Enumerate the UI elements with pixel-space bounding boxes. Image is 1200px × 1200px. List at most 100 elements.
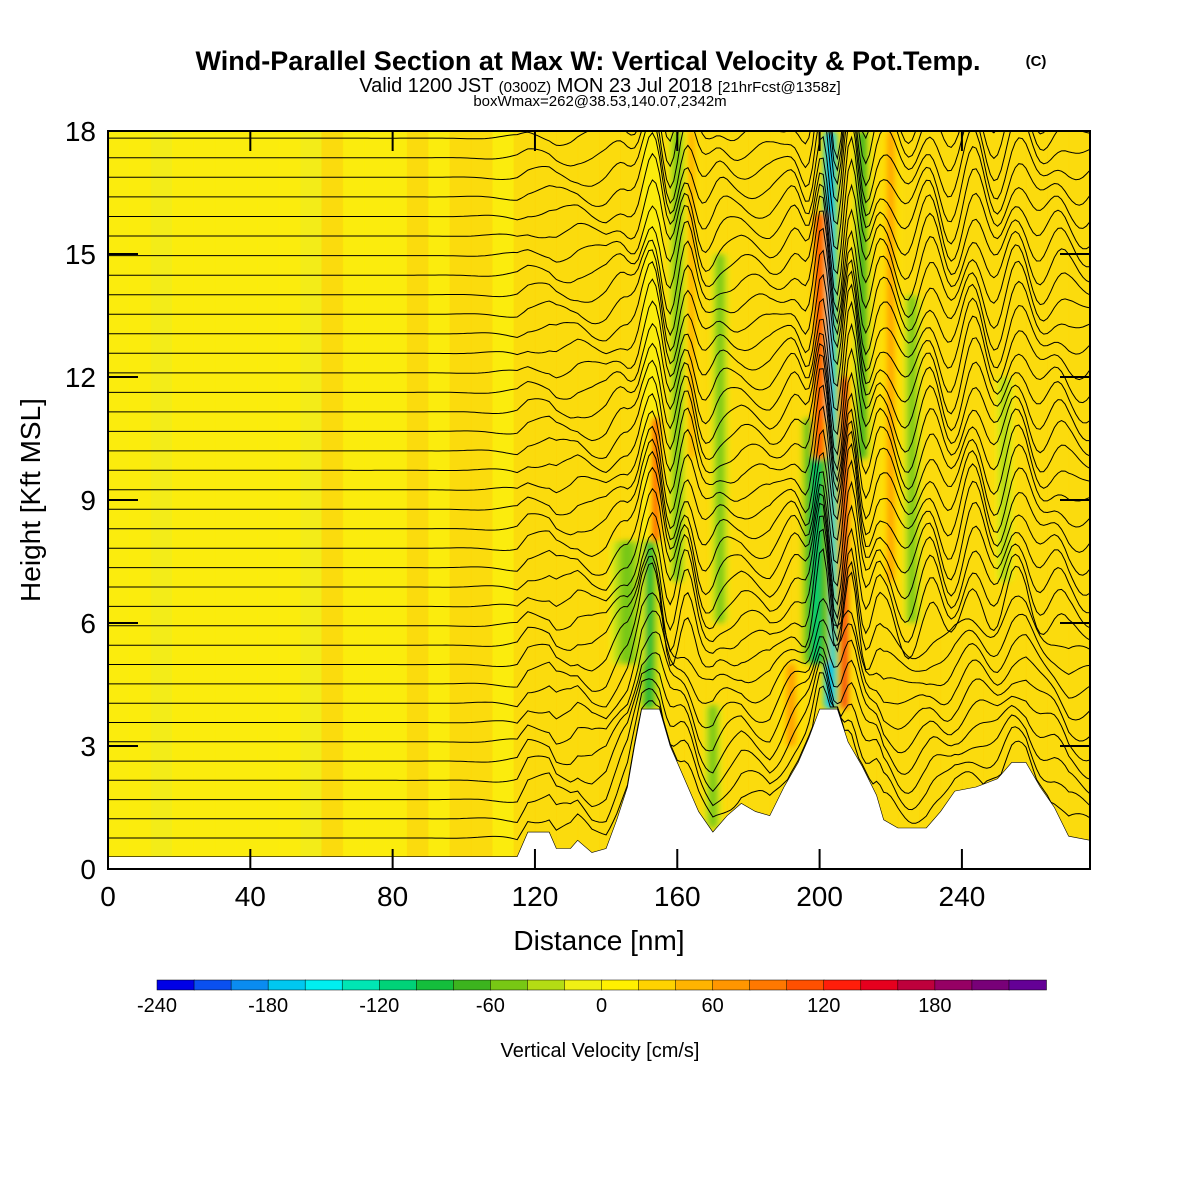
colorbar-swatch: [749, 979, 788, 991]
colorbar: -240 -180 -120 -60 0 60 120 180 Vertical Veloci…: [137, 979, 1047, 1062]
colorbar-swatch: [860, 979, 899, 991]
background-stripe: [556, 131, 579, 869]
background-stripe: [470, 131, 493, 869]
theta-contour: [108, 183, 1090, 297]
theta-contour: [108, 480, 1090, 600]
x-tick-label: 0: [100, 881, 116, 912]
x-tick-label: 160: [654, 881, 701, 912]
colorbar-label: 0: [596, 995, 607, 1017]
background-stripe: [150, 131, 173, 869]
background-stripe: [919, 131, 942, 869]
theta-contour: [108, 653, 1090, 785]
theta-contour: [108, 442, 1090, 560]
y-tick-label: 12: [65, 362, 96, 393]
background-stripe: [406, 131, 429, 869]
y-tick-label: 6: [80, 608, 96, 639]
x-tick-label: 80: [377, 881, 408, 912]
colorbar-label: -180: [248, 995, 288, 1017]
terrain: [108, 708, 1090, 869]
velocity-feature: [1002, 377, 1007, 582]
theta-contour: [108, 131, 1090, 189]
colorbar-swatch: [490, 979, 529, 991]
forecast-date: MON 23 Jul 2018: [557, 75, 713, 97]
chart-title: Wind-Parallel Section at Max W: Vertical…: [196, 46, 981, 76]
x-tick-label: 40: [235, 881, 266, 912]
background-stripe: [769, 131, 792, 869]
colorbar-swatch: [267, 979, 306, 991]
y-tick-label: 3: [80, 731, 96, 762]
colorbar-swatch: [304, 979, 343, 991]
axis-ticks: [107, 130, 1090, 870]
colorbar-label: -240: [137, 995, 177, 1017]
colorbar-swatch: [527, 979, 566, 991]
colorbar-swatches: [156, 979, 1047, 991]
colorbar-swatch: [453, 979, 492, 991]
colorbar-swatch: [897, 979, 936, 991]
background-stripe: [172, 131, 194, 869]
background-stripe: [214, 131, 237, 869]
colorbar-swatch: [416, 979, 455, 991]
background-stripe: [428, 131, 451, 869]
velocity-feature: [675, 131, 679, 582]
forecast-info: [21hrFcst@1358z]: [718, 79, 841, 96]
copyright-mark: (C): [1026, 53, 1047, 70]
theta-contour: [108, 135, 1090, 250]
theta-contour: [108, 548, 1090, 692]
theta-contour: [108, 131, 1090, 205]
background-stripe: [748, 131, 771, 869]
colorbar-title: Vertical Velocity [cm/s]: [501, 1040, 700, 1062]
y-axis-label: Height [Kft MSL]: [15, 398, 46, 602]
theta-contour: [108, 283, 1090, 393]
background-stripe: [342, 131, 365, 869]
theta-contour: [108, 631, 1090, 745]
theta-contour: [108, 210, 1090, 325]
colorbar-swatch: [675, 979, 714, 991]
theta-contour: [108, 227, 1090, 337]
background-stripe: [364, 131, 387, 869]
background-stripe: [278, 131, 301, 869]
colorbar-label: 120: [807, 995, 840, 1017]
velocity-feature: [718, 254, 722, 623]
theta-contour: [108, 368, 1090, 491]
background-stripe: [727, 131, 749, 869]
colorbar-label: -60: [476, 995, 505, 1017]
potential-temperature-contours: [108, 131, 1090, 841]
velocity-feature: [889, 131, 893, 582]
colorbar-label: -120: [359, 995, 399, 1017]
colorbar-label: 60: [702, 995, 724, 1017]
colorbar-swatch: [823, 979, 862, 991]
colorbar-swatch: [564, 979, 603, 991]
y-tick-label: 0: [80, 854, 96, 885]
theta-contour: [108, 131, 1090, 172]
theta-contour: [108, 157, 1090, 275]
y-tick-label: 18: [65, 116, 96, 147]
theta-contour: [108, 342, 1090, 456]
background-stripe: [449, 131, 472, 869]
background-stripe: [1047, 131, 1070, 869]
theta-contour: [108, 249, 1090, 356]
theta-contour: [108, 300, 1090, 415]
theta-contour: [108, 502, 1090, 643]
utc-time: (0300Z): [499, 79, 552, 96]
x-tick-labels: 0 40 80 120 160 200 240: [100, 881, 985, 912]
x-tick-label: 240: [939, 881, 986, 912]
background-stripe: [534, 131, 557, 869]
theta-contour: [108, 685, 1090, 841]
colorbar-swatch: [193, 979, 232, 991]
x-tick-label: 120: [512, 881, 559, 912]
theta-contour: [108, 592, 1090, 708]
background-stripe: [599, 131, 621, 869]
velocity-feature: [788, 664, 794, 746]
velocity-feature: [910, 295, 914, 623]
velocity-feature: [624, 541, 631, 664]
background-stripe: [1004, 131, 1027, 869]
theta-contour: [108, 131, 1090, 225]
theta-contour: [108, 660, 1090, 808]
theta-contour: [108, 492, 1090, 624]
theta-contour: [108, 353, 1090, 473]
theta-contour: [108, 322, 1090, 436]
background-stripe: [961, 131, 984, 869]
theta-contour: [108, 610, 1090, 724]
theta-contour: [108, 528, 1090, 672]
